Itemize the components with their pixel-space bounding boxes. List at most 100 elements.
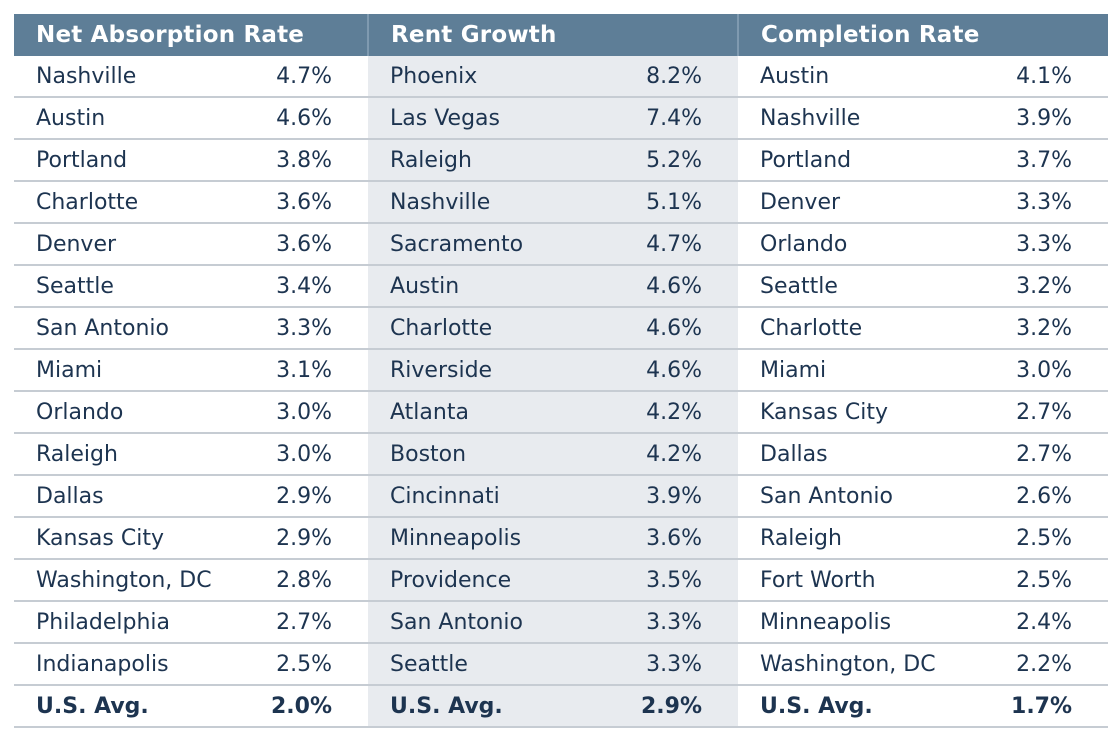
rent-growth-value-cell: 8.2%: [608, 56, 739, 98]
completion-city-cell: Miami: [738, 349, 999, 392]
rent-growth-city-cell: Providence: [368, 559, 609, 602]
rent-growth-city-cell: U.S. Avg.: [368, 685, 609, 728]
rent-growth-value-cell: 4.2%: [608, 433, 739, 476]
net-absorption-value-cell: 3.3%: [244, 307, 369, 350]
completion-value-cell: 2.5%: [998, 559, 1109, 602]
net-absorption-value-cell: 2.5%: [244, 643, 369, 686]
us-average-row: U.S. Avg. 2.0% U.S. Avg. 2.9% U.S. Avg. 1.7%: [14, 685, 1109, 728]
completion-city-cell: U.S. Avg.: [738, 685, 999, 728]
completion-city-cell: Charlotte: [738, 307, 999, 350]
completion-value-cell: 3.0%: [998, 349, 1109, 392]
net-absorption-value-cell: 3.4%: [244, 265, 369, 308]
completion-value-cell: 3.2%: [998, 307, 1109, 350]
market-rankings-table-container: Net Absorption Rate Rent Growth Completi…: [14, 14, 1109, 728]
completion-city-cell: Nashville: [738, 97, 999, 140]
rent-growth-city-cell: Cincinnati: [368, 475, 609, 518]
completion-city-cell: Fort Worth: [738, 559, 999, 602]
completion-value-cell: 2.4%: [998, 601, 1109, 644]
table-row: Kansas City 2.9% Minneapolis 3.6% Raleigh 2.5…: [14, 517, 1109, 560]
completion-city-cell: Denver: [738, 181, 999, 224]
rent-growth-value-cell: 4.7%: [608, 223, 739, 266]
net-absorption-city-cell: Seattle: [14, 265, 244, 308]
header-rent-growth: Rent Growth: [367, 14, 739, 56]
net-absorption-value-cell: 3.1%: [244, 349, 369, 392]
net-absorption-city-cell: Denver: [14, 223, 244, 266]
rent-growth-value-cell: 4.6%: [608, 307, 739, 350]
net-absorption-value-cell: 2.0%: [244, 685, 369, 728]
rent-growth-city-cell: Austin: [368, 265, 609, 308]
rent-growth-city-cell: Boston: [368, 433, 609, 476]
net-absorption-value-cell: 4.6%: [244, 97, 369, 140]
rent-growth-city-cell: Sacramento: [368, 223, 609, 266]
net-absorption-value-cell: 2.9%: [244, 475, 369, 518]
net-absorption-city-cell: Austin: [14, 97, 244, 140]
completion-value-cell: 4.1%: [998, 56, 1109, 98]
table-row: Austin 4.6% Las Vegas 7.4% Nashville 3.9%: [14, 97, 1109, 140]
completion-city-cell: Minneapolis: [738, 601, 999, 644]
header-row: Net Absorption Rate Rent Growth Completi…: [14, 14, 1109, 56]
completion-value-cell: 2.2%: [998, 643, 1109, 686]
completion-city-cell: Kansas City: [738, 391, 999, 434]
net-absorption-value-cell: 2.9%: [244, 517, 369, 560]
rent-growth-value-cell: 3.3%: [608, 601, 739, 644]
table-row: Orlando 3.0% Atlanta 4.2% Kansas City 2.7%: [14, 391, 1109, 434]
net-absorption-city-cell: Portland: [14, 139, 244, 182]
table-body: Nashville 4.7% Phoenix 8.2% Austin 4.1% Austin…: [14, 56, 1109, 728]
completion-value-cell: 1.7%: [998, 685, 1109, 728]
completion-city-cell: San Antonio: [738, 475, 999, 518]
net-absorption-city-cell: Miami: [14, 349, 244, 392]
net-absorption-city-cell: Orlando: [14, 391, 244, 434]
header-completion-rate: Completion Rate: [737, 14, 1109, 56]
net-absorption-city-cell: Dallas: [14, 475, 244, 518]
completion-value-cell: 3.2%: [998, 265, 1109, 308]
table-row: Charlotte 3.6% Nashville 5.1% Denver 3.3%: [14, 181, 1109, 224]
completion-value-cell: 2.5%: [998, 517, 1109, 560]
table-row: Seattle 3.4% Austin 4.6% Seattle 3.2%: [14, 265, 1109, 308]
rent-growth-city-cell: San Antonio: [368, 601, 609, 644]
table-row: Nashville 4.7% Phoenix 8.2% Austin 4.1%: [14, 56, 1109, 98]
net-absorption-city-cell: Washington, DC: [14, 559, 244, 602]
rent-growth-city-cell: Seattle: [368, 643, 609, 686]
rent-growth-value-cell: 5.1%: [608, 181, 739, 224]
net-absorption-value-cell: 4.7%: [244, 56, 369, 98]
table-row: Washington, DC 2.8% Providence 3.5% Fort Wor…: [14, 559, 1109, 602]
net-absorption-value-cell: 3.8%: [244, 139, 369, 182]
rent-growth-city-cell: Minneapolis: [368, 517, 609, 560]
net-absorption-city-cell: Nashville: [14, 56, 244, 98]
completion-city-cell: Dallas: [738, 433, 999, 476]
completion-city-cell: Orlando: [738, 223, 999, 266]
rent-growth-value-cell: 2.9%: [608, 685, 739, 728]
table-row: Portland 3.8% Raleigh 5.2% Portland 3.7%: [14, 139, 1109, 182]
completion-city-cell: Washington, DC: [738, 643, 999, 686]
rent-growth-city-cell: Phoenix: [368, 56, 609, 98]
market-rankings-table: Net Absorption Rate Rent Growth Completi…: [14, 14, 1109, 728]
net-absorption-value-cell: 2.7%: [244, 601, 369, 644]
rent-growth-city-cell: Las Vegas: [368, 97, 609, 140]
completion-city-cell: Austin: [738, 56, 999, 98]
rent-growth-value-cell: 4.2%: [608, 391, 739, 434]
completion-value-cell: 3.3%: [998, 223, 1109, 266]
rent-growth-value-cell: 3.9%: [608, 475, 739, 518]
header-net-absorption-rate: Net Absorption Rate: [14, 14, 369, 56]
rent-growth-value-cell: 3.5%: [608, 559, 739, 602]
rent-growth-city-cell: Raleigh: [368, 139, 609, 182]
completion-city-cell: Portland: [738, 139, 999, 182]
completion-city-cell: Raleigh: [738, 517, 999, 560]
table-row: Denver 3.6% Sacramento 4.7% Orlando 3.3%: [14, 223, 1109, 266]
net-absorption-city-cell: Philadelphia: [14, 601, 244, 644]
net-absorption-value-cell: 3.6%: [244, 181, 369, 224]
rent-growth-value-cell: 7.4%: [608, 97, 739, 140]
table-row: Miami 3.1% Riverside 4.6% Miami 3.0%: [14, 349, 1109, 392]
completion-value-cell: 2.7%: [998, 433, 1109, 476]
rent-growth-city-cell: Nashville: [368, 181, 609, 224]
completion-value-cell: 3.3%: [998, 181, 1109, 224]
rent-growth-city-cell: Riverside: [368, 349, 609, 392]
completion-value-cell: 2.6%: [998, 475, 1109, 518]
net-absorption-value-cell: 3.0%: [244, 391, 369, 434]
table-row: San Antonio 3.3% Charlotte 4.6% Charlotte 3.2…: [14, 307, 1109, 350]
rent-growth-value-cell: 4.6%: [608, 349, 739, 392]
rent-growth-value-cell: 4.6%: [608, 265, 739, 308]
table-row: Dallas 2.9% Cincinnati 3.9% San Antonio 2.6%: [14, 475, 1109, 518]
table-row: Raleigh 3.0% Boston 4.2% Dallas 2.7%: [14, 433, 1109, 476]
net-absorption-value-cell: 2.8%: [244, 559, 369, 602]
